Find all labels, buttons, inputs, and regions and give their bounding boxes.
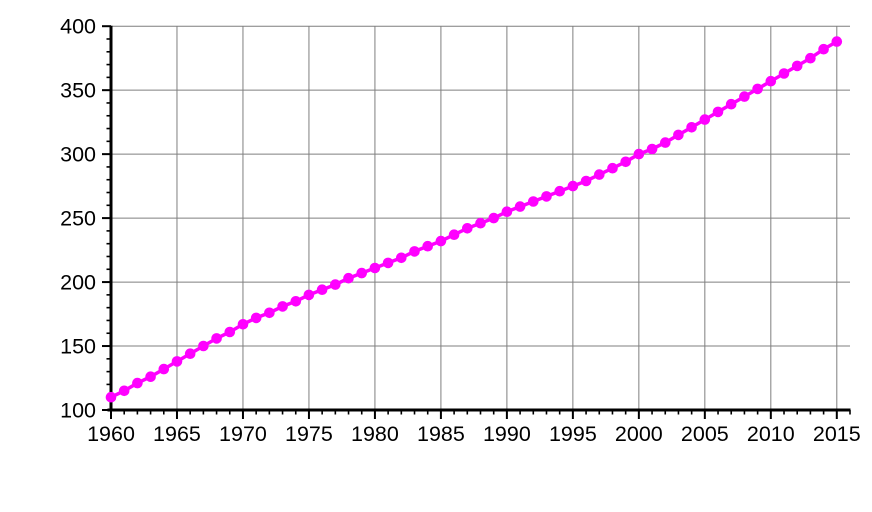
- x-tick-label: 1995: [549, 422, 597, 446]
- x-tick-label: 1990: [483, 422, 531, 446]
- data-point: [528, 196, 539, 207]
- data-series-line: [110, 40, 838, 399]
- data-point: [409, 246, 420, 257]
- y-tick-label: 150: [60, 335, 96, 359]
- y-tick-label: 350: [60, 79, 96, 103]
- data-point: [277, 301, 288, 312]
- data-point: [660, 137, 671, 148]
- data-point: [369, 262, 381, 274]
- x-tick-label: 1965: [153, 422, 201, 446]
- x-tick-label: 2015: [813, 422, 861, 446]
- y-tick-label: 250: [60, 207, 96, 231]
- data-point: [330, 279, 341, 290]
- data-point: [132, 377, 143, 389]
- data-point: [198, 340, 209, 352]
- x-tick-label: 1960: [87, 422, 135, 446]
- data-point: [250, 312, 262, 324]
- data-point: [646, 143, 658, 155]
- data-point: [580, 175, 592, 187]
- x-tick-label: 2010: [747, 422, 795, 446]
- data-point: [343, 272, 354, 284]
- data-point: [514, 201, 526, 212]
- data-point: [673, 129, 684, 141]
- y-tick-label: 300: [60, 143, 96, 167]
- x-tick-label: 1980: [351, 422, 399, 446]
- data-point: [712, 106, 724, 118]
- data-point: [554, 185, 565, 197]
- data-point: [818, 43, 829, 55]
- data-point: [211, 333, 222, 344]
- data-point: [778, 68, 790, 79]
- data-point: [765, 75, 777, 87]
- data-point: [382, 257, 394, 269]
- data-point: [725, 98, 737, 110]
- data-point: [791, 60, 803, 72]
- data-point: [303, 289, 315, 301]
- data-point: [316, 284, 328, 296]
- data-point: [290, 296, 302, 307]
- data-point: [422, 240, 434, 252]
- data-point: [448, 229, 460, 240]
- data-point: [118, 385, 130, 397]
- y-tick-label: 400: [60, 15, 96, 39]
- data-point: [158, 363, 170, 375]
- data-point: [831, 36, 843, 47]
- data-point: [699, 114, 711, 125]
- data-point: [594, 169, 605, 180]
- data-point: [488, 212, 500, 224]
- data-point: [620, 156, 631, 168]
- x-tick-label: 1970: [219, 422, 267, 446]
- data-point: [805, 52, 816, 64]
- y-tick-label: 100: [60, 399, 96, 423]
- data-point: [435, 235, 447, 247]
- data-point: [224, 326, 236, 338]
- data-point: [145, 371, 156, 383]
- x-tick-label: 1985: [417, 422, 465, 446]
- x-tick-label: 1975: [285, 422, 333, 446]
- data-point: [396, 252, 407, 264]
- data-point: [105, 391, 117, 403]
- data-point: [356, 267, 368, 279]
- data-point: [633, 148, 645, 160]
- data-point: [541, 191, 552, 202]
- data-point: [184, 348, 196, 360]
- data-point: [171, 356, 183, 367]
- data-point: [237, 319, 249, 330]
- data-point: [567, 180, 579, 192]
- data-point: [686, 122, 697, 133]
- x-tick-label: 2005: [681, 422, 729, 446]
- x-tick-label: 2000: [615, 422, 663, 446]
- data-point: [607, 162, 618, 174]
- data-point: [739, 91, 750, 102]
- data-point: [501, 206, 513, 217]
- y-tick-label: 200: [60, 271, 96, 295]
- data-point: [475, 217, 486, 229]
- data-point: [752, 83, 763, 95]
- data-point: [264, 307, 275, 319]
- data-point: [462, 223, 473, 234]
